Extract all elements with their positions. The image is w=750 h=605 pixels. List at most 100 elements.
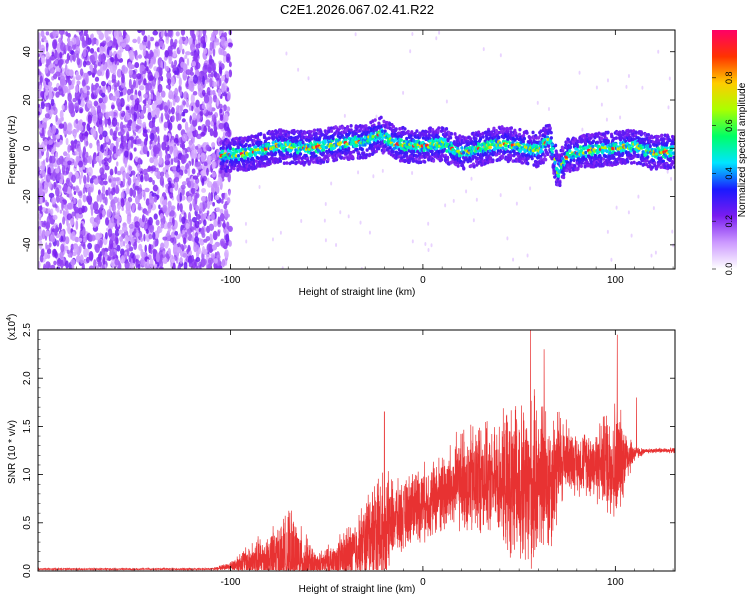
spectrogram-cell [199, 202, 203, 211]
spectrogram-cell [126, 114, 131, 120]
spectrogram-cell [148, 97, 151, 105]
spectrogram-cell [419, 160, 422, 164]
spectrogram-cell [157, 95, 163, 104]
spectrogram-cell [161, 113, 164, 123]
spectrogram-cell [167, 78, 171, 85]
spectrogram-cell [45, 113, 50, 118]
spectrogram-cell [51, 125, 56, 134]
spectrogram-cell [80, 109, 83, 113]
spectrogram-cell [189, 263, 194, 268]
spectrogram-cell [174, 88, 178, 96]
spectrogram-cell [510, 126, 513, 130]
spectrogram-cell [154, 158, 159, 167]
spectrogram-cell [78, 146, 81, 153]
spectrogram-cell [405, 137, 408, 141]
spectrogram-cell [72, 76, 75, 85]
spectrogram-cell [68, 80, 72, 86]
spectrogram-cell [166, 172, 169, 179]
spectrogram-cell [95, 156, 100, 162]
spectrogram-cell [134, 147, 137, 151]
spectrogram-cell [77, 57, 81, 65]
spectrogram-cell [154, 71, 159, 79]
spectrogram-cell [653, 206, 655, 210]
spectrogram-cell [445, 127, 448, 131]
spectrogram-cell [105, 111, 110, 119]
spectrogram-cell [355, 32, 357, 36]
spectrogram-cell [171, 107, 175, 114]
spectrogram-cell [107, 42, 112, 47]
spectrogram-cell [92, 116, 96, 121]
spectrogram-cell [192, 168, 196, 174]
spectrogram-cell [244, 148, 247, 152]
spectrogram-cell [212, 114, 217, 122]
spectrogram-cell [51, 197, 56, 204]
spectrogram-cell [226, 71, 230, 78]
spectrogram-cell [412, 239, 414, 243]
spectrogram-cell [148, 40, 151, 49]
spectrogram-cell [201, 196, 207, 202]
spectrogram-cell [522, 140, 525, 144]
spectrogram-cell [168, 109, 171, 114]
spectrogram-cell [124, 150, 129, 157]
spectrogram-cell [131, 170, 136, 175]
spectrogram-cell [98, 261, 102, 267]
spectrogram-cell [89, 265, 94, 270]
spectrogram-cell [188, 212, 191, 222]
spectrogram-cell [147, 71, 152, 81]
spectrogram-cell [135, 125, 141, 129]
spectrogram-cell [121, 113, 125, 118]
spectrogram-cell [130, 152, 133, 160]
spectrogram-cell [509, 157, 512, 161]
spectrogram-cell [187, 245, 190, 252]
spectrogram-cell [100, 127, 103, 135]
spectrogram-cell [132, 100, 136, 105]
spectrogram-cell [140, 65, 145, 72]
spectrogram-cell [71, 175, 76, 183]
spectrogram-cell [190, 44, 195, 52]
spectrogram-cell [83, 89, 87, 94]
spectrogram-cell [73, 186, 76, 190]
spectrogram-cell [83, 194, 87, 202]
spectrogram-cell [172, 65, 176, 71]
spectrogram-cell [86, 234, 89, 240]
spectrogram-cell [139, 85, 145, 90]
spectrogram-cell [40, 124, 44, 128]
spectrogram-cell [172, 217, 175, 226]
spectrogram-cell [83, 187, 86, 194]
spectrogram-cell [118, 230, 123, 235]
spectrogram-cell [136, 179, 140, 186]
spectrogram-cell [402, 91, 404, 95]
spectrogram-cell [202, 104, 206, 109]
spectrogram-cell [117, 216, 122, 221]
spectrogram-cell [183, 237, 186, 244]
spectrogram-cell [63, 161, 67, 165]
spectrogram-cell [207, 67, 212, 74]
spectrogram-cell [221, 83, 225, 93]
spectrogram-cell [204, 95, 209, 104]
spectrogram-cell [187, 196, 192, 203]
spectrogram-cell [625, 85, 627, 89]
spectrogram-cell [209, 224, 215, 231]
spectrogram-cell [363, 143, 366, 147]
spectrogram-cell [113, 82, 118, 87]
spectrogram-cell [206, 168, 209, 176]
spectrogram-cell [194, 130, 198, 137]
spectrogram-cell [218, 177, 223, 186]
spectrogram-cell [65, 31, 68, 36]
spectrogram-cell [143, 129, 148, 133]
spectrogram-cell [111, 182, 116, 187]
spectrogram-cell [95, 233, 101, 241]
spectrogram-cell [96, 39, 99, 46]
spectrogram-cell [201, 178, 204, 186]
spectrogram-cell [42, 127, 45, 136]
spectrogram-cell [224, 249, 229, 258]
spectrogram-cell [81, 205, 85, 213]
spectrogram-cell [105, 118, 108, 128]
spectrogram-cell [134, 221, 139, 228]
spectrogram-cell [476, 198, 478, 202]
spectrogram-cell [94, 101, 98, 107]
spectrogram-cell [453, 132, 456, 136]
spectrogram-cell [228, 190, 230, 195]
spectrogram-cell [219, 66, 222, 74]
